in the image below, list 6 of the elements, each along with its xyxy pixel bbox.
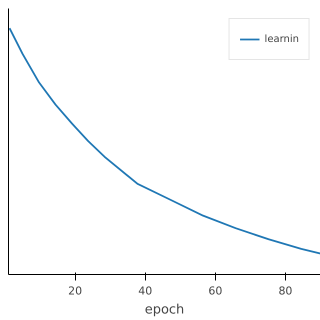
x-tick-label: 20 xyxy=(68,284,82,298)
x-tick-label: 80 xyxy=(278,284,292,298)
x-tick-label: 40 xyxy=(138,284,152,298)
legend-label: learnin xyxy=(264,34,299,44)
x-tick-label: 60 xyxy=(208,284,222,298)
x-axis-title: epoch xyxy=(144,302,184,318)
